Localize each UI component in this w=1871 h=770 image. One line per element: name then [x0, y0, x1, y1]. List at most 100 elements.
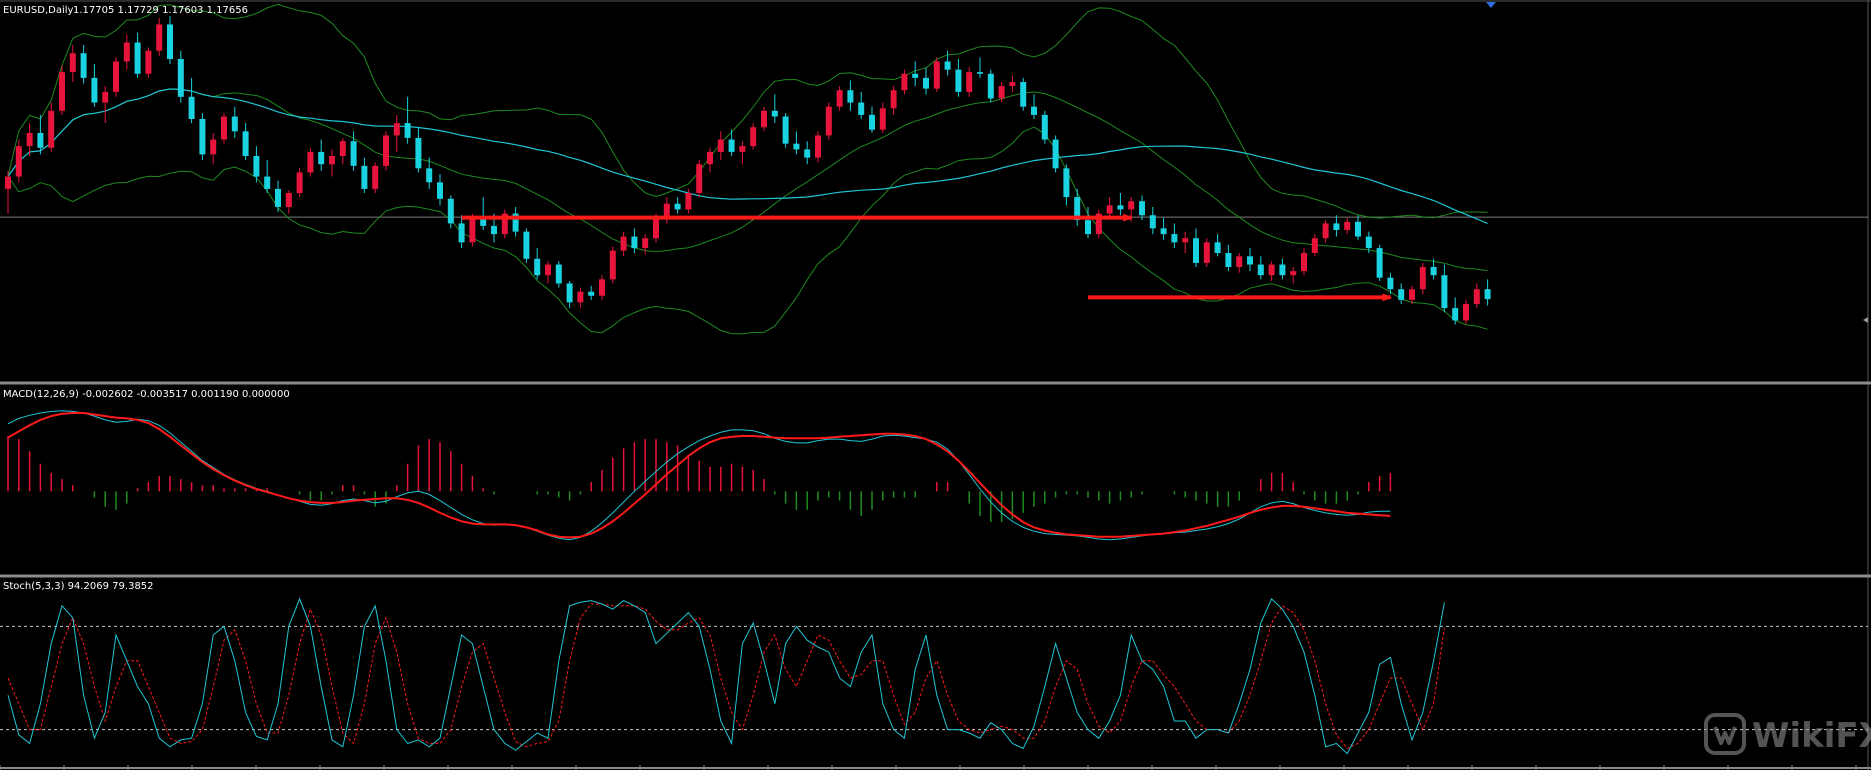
candle: [177, 50, 184, 103]
candle-body: [339, 141, 346, 156]
candle-body: [663, 203, 670, 218]
candle-body: [912, 73, 919, 78]
candle: [59, 65, 65, 115]
candle-body: [836, 90, 843, 107]
candle-body: [555, 264, 562, 284]
candle: [1430, 258, 1437, 280]
candle: [955, 58, 962, 97]
candle-body: [566, 283, 573, 303]
candle: [1149, 206, 1156, 235]
candle-body: [102, 91, 109, 103]
candle-body: [1085, 220, 1091, 235]
candle: [415, 127, 422, 173]
candle-body: [383, 135, 389, 166]
candle-body: [588, 291, 595, 296]
candle-body: [869, 114, 875, 130]
candle: [48, 102, 55, 152]
candle-body: [631, 236, 638, 249]
candle: [545, 261, 551, 284]
chart-shift-marker-icon[interactable]: [1486, 2, 1496, 8]
candle: [1074, 188, 1081, 226]
candle: [728, 129, 735, 156]
candle-body: [404, 123, 411, 138]
bollinger-middle-band: [7, 88, 1488, 272]
candle-body: [123, 42, 130, 62]
price-pane[interactable]: EURUSD,Daily 1.17705 1.17729 1.17603 1.1…: [0, 2, 1868, 335]
candle-body: [599, 279, 605, 296]
candle: [339, 137, 346, 165]
candle-body: [393, 123, 400, 136]
candle-body: [1355, 221, 1361, 237]
macd-pane[interactable]: MACD(12,26,9) -0.002602 -0.003517 0.0011…: [3, 389, 1392, 541]
candle-body: [372, 165, 379, 189]
candle: [1419, 262, 1426, 295]
candle: [1452, 297, 1459, 325]
candle-body: [1247, 256, 1253, 265]
candle-body: [1139, 201, 1145, 216]
candle-body: [26, 132, 33, 147]
candle: [631, 228, 638, 254]
stochastic-pane[interactable]: Stoch(5,3,3) 94.2069 79.3852: [0, 581, 1868, 755]
watermark: WikiFX: [1704, 713, 1871, 756]
candle-body: [609, 250, 616, 280]
candle: [750, 123, 757, 150]
candle: [480, 197, 487, 230]
candle: [221, 113, 227, 144]
candle-body: [69, 53, 76, 73]
candle-body: [447, 198, 454, 224]
wikifx-logo-icon: [1704, 713, 1746, 755]
stochastic-d-line: [7, 603, 1445, 750]
candle: [167, 16, 173, 64]
candle: [1441, 264, 1448, 313]
candle-body: [1160, 228, 1167, 235]
candle: [458, 215, 465, 249]
candle-body: [1387, 277, 1394, 290]
candle: [134, 32, 141, 78]
candle-body: [134, 42, 141, 74]
macd-label: MACD(12,26,9) -0.002602 -0.003517 0.0011…: [3, 389, 290, 400]
candle: [1322, 220, 1329, 243]
candle: [923, 67, 929, 95]
candle: [1095, 209, 1102, 239]
candle: [188, 77, 195, 124]
candle: [901, 69, 908, 95]
candle: [534, 248, 541, 280]
candle-body: [577, 291, 584, 303]
candle: [123, 34, 130, 70]
candle: [1052, 135, 1059, 173]
candle: [199, 113, 206, 161]
candle: [501, 209, 508, 239]
candle-body: [890, 90, 897, 109]
candle: [1365, 231, 1372, 254]
candle-body: [1193, 238, 1199, 263]
candle: [102, 86, 109, 124]
candle-body: [879, 108, 886, 130]
candle: [620, 231, 627, 257]
candle-body: [1290, 271, 1297, 276]
time-axis: [0, 765, 1857, 770]
candle-body: [717, 139, 724, 152]
macd-histogram: [7, 436, 1392, 523]
candle-body: [739, 146, 746, 152]
candle: [890, 86, 897, 115]
candle: [91, 63, 98, 107]
candle: [296, 168, 303, 198]
candle: [1117, 193, 1124, 216]
candle-body: [1398, 289, 1405, 300]
candle-body: [1268, 264, 1275, 276]
candle: [1344, 217, 1351, 235]
candle-body: [177, 58, 184, 97]
candle-body: [1257, 264, 1264, 276]
candle-body: [750, 127, 757, 147]
candle-body: [545, 264, 551, 276]
candle: [599, 275, 605, 300]
candle: [37, 114, 44, 155]
candle: [674, 197, 681, 214]
candle-body: [1344, 221, 1351, 230]
candle-body: [1333, 223, 1340, 230]
candle: [1333, 215, 1340, 237]
candle: [912, 61, 919, 87]
candle-body: [242, 131, 249, 156]
candle-body: [728, 139, 735, 152]
candle-body: [1365, 236, 1372, 249]
